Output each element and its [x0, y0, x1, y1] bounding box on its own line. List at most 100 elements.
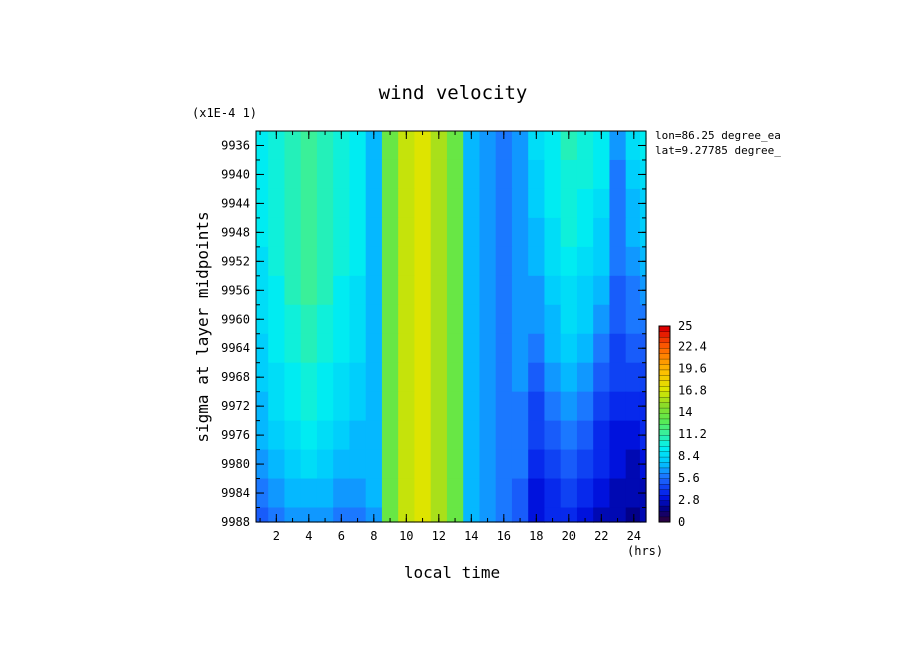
colorbar-swatch [658, 478, 671, 485]
heatmap-cell [256, 138, 259, 161]
heatmap-cell [316, 159, 334, 190]
heatmap-cell [560, 275, 578, 306]
heatmap-cell [349, 333, 367, 364]
colorbar-swatch [658, 391, 671, 398]
heatmap-cell [609, 188, 627, 219]
heatmap-cell [544, 333, 562, 364]
heatmap-cell [625, 420, 641, 451]
heatmap-cell [544, 275, 562, 306]
x-axis-label: local time [404, 563, 500, 582]
heatmap-cell [479, 159, 497, 190]
heatmap-cell [560, 304, 578, 335]
heatmap-cell [333, 362, 351, 393]
heatmap-cell [284, 507, 302, 523]
heatmap-cell [479, 217, 497, 248]
heatmap-cell [609, 507, 627, 523]
heatmap-cell [576, 188, 594, 219]
heatmap-cell [593, 138, 611, 161]
heatmap-cell [414, 362, 432, 393]
heatmap-cell [284, 304, 302, 335]
heatmap-cell [479, 188, 497, 219]
heatmap-cell [479, 275, 497, 306]
heatmap-cell [349, 391, 367, 422]
heatmap-cell [560, 449, 578, 480]
chart-title: wind velocity [379, 82, 528, 104]
heatmap-cell [268, 217, 286, 248]
heatmap-cell [300, 333, 318, 364]
heatmap-cell [398, 138, 416, 161]
axes: 2 4 6 8 10 12 14 16 18 20 22 2499369940994499489952… [221, 130, 647, 543]
heatmap-cell [625, 246, 641, 277]
heatmap-cell [333, 246, 351, 277]
heatmap-cell [430, 449, 448, 480]
x-tick-label: 22 [594, 529, 608, 543]
heatmap-cell [593, 333, 611, 364]
heatmap-cell [625, 391, 641, 422]
heatmap-cell [576, 246, 594, 277]
heatmap-cell [398, 304, 416, 335]
heatmap-cell [300, 246, 318, 277]
heatmap-cell [593, 159, 611, 190]
colorbar-tick-label: 19.6 [678, 361, 707, 375]
heatmap-cell [479, 333, 497, 364]
heatmap-cell [284, 420, 302, 451]
heatmap-cell [268, 304, 286, 335]
heatmap-cell [576, 507, 594, 523]
colorbar-swatch [658, 407, 671, 414]
heatmap-cell [576, 333, 594, 364]
colorbar-swatch [658, 402, 671, 409]
heatmap-cell [560, 362, 578, 393]
heatmap-cell [544, 304, 562, 335]
heatmap-cell [511, 304, 529, 335]
heatmap-cell [414, 391, 432, 422]
heatmap-cell [528, 362, 546, 393]
heatmap-cell [446, 362, 464, 393]
heatmap-cell [511, 275, 529, 306]
heatmap-cell [258, 131, 269, 139]
heatmap-cell [625, 507, 641, 523]
heatmap-cell [333, 188, 351, 219]
heatmap-cell [414, 449, 432, 480]
heatmap-cell [593, 391, 611, 422]
heatmap-cell [625, 362, 641, 393]
heatmap-cell [609, 246, 627, 277]
heatmap-cell [463, 246, 481, 277]
heatmap-cell [284, 246, 302, 277]
heatmap-cell [398, 188, 416, 219]
x-tick-label: 16 [497, 529, 511, 543]
heatmap-cell [300, 362, 318, 393]
y-tick-label: 9968 [221, 370, 250, 384]
heatmap-cell [544, 420, 562, 451]
heatmap-cell [528, 333, 546, 364]
heatmap-cell [284, 333, 302, 364]
heatmap-cell [430, 391, 448, 422]
heatmap-cell [398, 217, 416, 248]
heatmap-cell [316, 304, 334, 335]
heatmap-cell [625, 304, 641, 335]
heatmap-cell [349, 159, 367, 190]
colorbar-swatch [658, 369, 671, 376]
heatmap-cell [446, 449, 464, 480]
heatmap-cell [544, 159, 562, 190]
heatmap-cell [511, 449, 529, 480]
info-line-lat: lat=9.27785 degree_ [655, 144, 781, 157]
heatmap-cell [511, 333, 529, 364]
heatmap-cell [544, 138, 562, 161]
heatmap-cell [398, 159, 416, 190]
colorbar-swatch [658, 347, 671, 354]
y-tick-label: 9972 [221, 399, 250, 413]
heatmap-cell [381, 188, 399, 219]
colorbar-swatch [658, 456, 671, 463]
heatmap-cell [609, 449, 627, 480]
heatmap-cell [544, 507, 562, 523]
heatmap-cell [544, 391, 562, 422]
heatmap-cell [576, 391, 594, 422]
colorbar-swatch [658, 342, 671, 349]
heatmap-cell [446, 159, 464, 190]
heatmap-cell [528, 391, 546, 422]
colorbar-tick-label: 25 [678, 319, 692, 333]
heatmap-cell [381, 138, 399, 161]
heatmap-cell [333, 333, 351, 364]
y-tick-label: 9988 [221, 515, 250, 529]
heatmap-cell [333, 275, 351, 306]
